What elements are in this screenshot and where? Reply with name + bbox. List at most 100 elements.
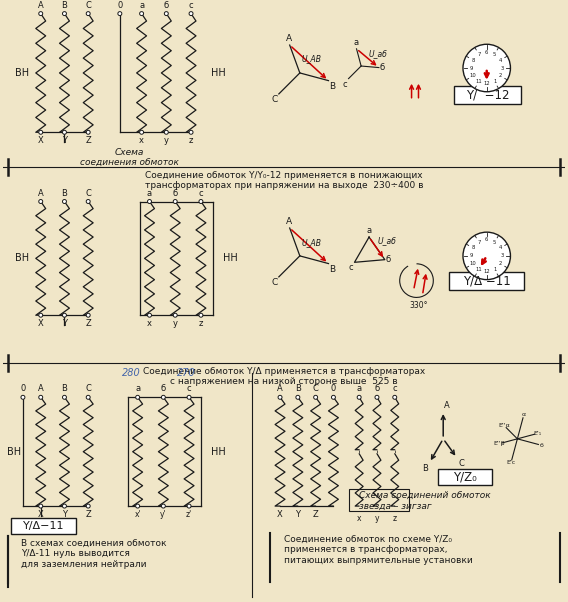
Text: C: C <box>85 384 91 393</box>
Circle shape <box>39 396 43 399</box>
Text: A: A <box>38 384 44 393</box>
Text: x: x <box>139 136 144 145</box>
Text: Y/Z₀: Y/Z₀ <box>453 471 477 484</box>
Circle shape <box>39 504 43 508</box>
Text: ВН: ВН <box>15 253 29 263</box>
Text: 2: 2 <box>499 261 502 266</box>
Circle shape <box>118 11 122 16</box>
Circle shape <box>278 396 282 399</box>
Circle shape <box>62 130 66 134</box>
Text: U_аб: U_аб <box>378 237 397 246</box>
Text: x: x <box>147 319 152 328</box>
Circle shape <box>21 396 25 399</box>
Circle shape <box>39 130 43 134</box>
Circle shape <box>314 396 318 399</box>
Text: 1: 1 <box>493 79 496 84</box>
Text: B: B <box>61 188 68 197</box>
Text: б: б <box>164 1 169 10</box>
Circle shape <box>189 130 193 134</box>
Text: E'c: E'c <box>506 460 516 465</box>
Text: 10: 10 <box>470 261 477 266</box>
Text: б: б <box>380 63 385 72</box>
Text: E'₁: E'₁ <box>533 431 541 436</box>
Text: X: X <box>277 510 283 519</box>
Text: 270: 270 <box>177 368 195 377</box>
Text: Y: Y <box>62 319 67 328</box>
Text: у: у <box>173 319 178 328</box>
Text: 7: 7 <box>477 52 481 57</box>
Text: Соединение обмоток по схеме Y/Z₀
применяется в трансформаторах,
питающих выпрями: Соединение обмоток по схеме Y/Z₀ применя… <box>284 535 473 565</box>
Text: у: у <box>164 136 169 145</box>
Circle shape <box>357 396 361 399</box>
Circle shape <box>199 199 203 203</box>
Text: 7: 7 <box>477 240 481 244</box>
Text: НН: НН <box>223 253 237 263</box>
Text: б: б <box>386 255 391 264</box>
Text: 0: 0 <box>20 384 26 393</box>
Circle shape <box>173 313 177 317</box>
Circle shape <box>173 199 177 203</box>
Text: X: X <box>38 319 44 328</box>
Bar <box>449 272 524 290</box>
Text: а: а <box>366 226 371 235</box>
Text: 5: 5 <box>493 240 496 244</box>
Text: а: а <box>135 384 140 393</box>
Circle shape <box>187 504 191 508</box>
Circle shape <box>199 313 203 317</box>
Circle shape <box>39 11 43 16</box>
Circle shape <box>62 199 66 203</box>
Text: U_аб: U_аб <box>369 49 388 58</box>
Circle shape <box>161 504 165 508</box>
Text: с: с <box>189 1 193 10</box>
Text: C: C <box>85 188 91 197</box>
Circle shape <box>296 396 300 399</box>
Circle shape <box>148 199 152 203</box>
Circle shape <box>62 313 66 317</box>
Circle shape <box>332 396 336 399</box>
Text: Z: Z <box>85 510 91 519</box>
Text: Схема
соединения обмоток: Схема соединения обмоток <box>80 148 179 167</box>
Text: б: б <box>374 384 379 393</box>
Text: а: а <box>354 38 359 47</box>
Text: 10: 10 <box>470 73 477 78</box>
Text: B: B <box>295 384 301 393</box>
Text: 3: 3 <box>501 253 504 258</box>
Circle shape <box>187 396 191 399</box>
Text: а: а <box>357 384 362 393</box>
Circle shape <box>86 130 90 134</box>
Text: A: A <box>38 188 44 197</box>
Text: X: X <box>38 136 44 145</box>
Text: В схемах соединения обмоток
Y/Δ-11 нуль выводится
для заземления нейтрали: В схемах соединения обмоток Y/Δ-11 нуль … <box>21 539 166 568</box>
Text: 330°: 330° <box>409 302 428 311</box>
Text: Соединение обмоток Y/Δ применяется в трансформаторах
с напряжением на низкой сто: Соединение обмоток Y/Δ применяется в тра… <box>143 367 425 386</box>
Text: у': у' <box>160 510 166 519</box>
Text: 0: 0 <box>117 1 123 10</box>
Text: X: X <box>38 510 44 519</box>
Text: с: с <box>199 188 203 197</box>
Circle shape <box>463 232 511 279</box>
Circle shape <box>463 45 511 92</box>
Text: б: б <box>173 188 178 197</box>
Circle shape <box>136 504 140 508</box>
Text: C: C <box>313 384 319 393</box>
Text: 11: 11 <box>475 79 482 84</box>
Text: Y: Y <box>295 510 300 519</box>
Text: B: B <box>61 384 68 393</box>
Text: 0: 0 <box>331 384 336 393</box>
Text: 1: 1 <box>493 267 496 272</box>
Text: б: б <box>540 442 543 448</box>
Circle shape <box>164 130 168 134</box>
Text: B: B <box>423 464 428 473</box>
Text: C: C <box>458 459 464 468</box>
Text: C: C <box>85 1 91 10</box>
Text: 4: 4 <box>499 246 502 250</box>
Text: 12: 12 <box>483 81 490 87</box>
Circle shape <box>86 504 90 508</box>
Text: 2: 2 <box>499 73 502 78</box>
Text: B: B <box>329 264 336 273</box>
Text: E''β: E''β <box>494 441 505 446</box>
Text: Y: Y <box>62 136 67 145</box>
Text: E''α: E''α <box>498 423 510 428</box>
Text: U_АВ: U_АВ <box>302 238 322 247</box>
Circle shape <box>62 11 66 16</box>
